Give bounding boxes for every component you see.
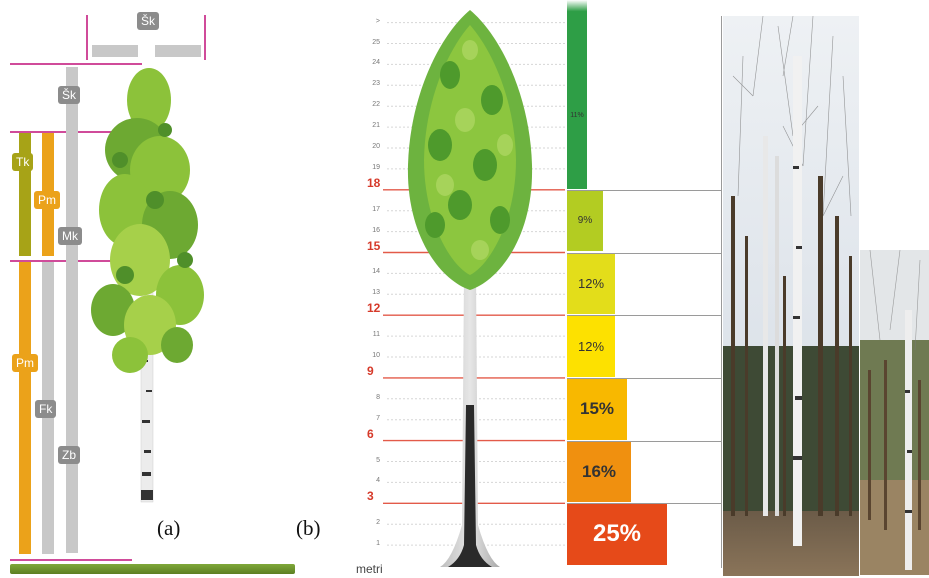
unit-label: metri <box>356 562 383 576</box>
percentage-band-outline <box>567 377 722 441</box>
percentage-label: 25% <box>592 520 642 548</box>
label-sk: Šk <box>58 86 81 104</box>
percentage-band-outline <box>567 315 722 378</box>
birch-tree-illustration <box>91 68 204 503</box>
percentage-band-outline <box>567 252 722 316</box>
bar-area-frame <box>721 16 722 568</box>
caption-b: (b) <box>296 516 321 540</box>
height-tick-label: 4 <box>376 477 380 485</box>
major-height-label: 12 <box>367 301 381 316</box>
height-tick-label: > <box>375 17 380 25</box>
major-height-label: 18 <box>367 175 381 190</box>
label-mk: Mk <box>58 227 82 245</box>
percentage-bar <box>567 377 627 440</box>
division-line-ground <box>10 559 132 561</box>
percentage-label: 15% <box>579 399 615 419</box>
percentage-band-outline <box>567 440 722 504</box>
height-tick-label: 24 <box>372 59 380 67</box>
percentage-bar <box>567 0 587 189</box>
height-tick-label: 20 <box>372 143 380 150</box>
height-tick-label: 1 <box>376 540 380 548</box>
height-tick-label: 13 <box>372 289 380 297</box>
height-tick-label: 10 <box>372 352 380 359</box>
percentage-label: 11% <box>570 112 584 119</box>
label-sk-top: Šk <box>137 12 160 30</box>
percentage-label: 12% <box>577 276 605 292</box>
percentage-bar <box>567 189 603 252</box>
ground-strip <box>10 564 295 574</box>
height-tick-label: 17 <box>372 205 380 213</box>
tree-illustration-b <box>407 10 533 567</box>
height-tick-label: 22 <box>372 101 380 109</box>
bar-sk <box>66 67 78 553</box>
major-height-label: 9 <box>367 363 374 378</box>
percentage-label: 16% <box>581 461 617 481</box>
percentage-band-outline <box>567 503 722 566</box>
percentage-label: 12% <box>577 338 605 354</box>
label-tk: Tk <box>12 153 34 171</box>
division-line-crown-bottom <box>10 260 148 262</box>
label-zb: Zb <box>58 446 81 464</box>
label-fk: Fk <box>35 400 57 418</box>
bar-pm-lower <box>19 262 31 554</box>
height-tick-label: 16 <box>372 226 380 234</box>
forest-photo-right <box>860 250 929 575</box>
percentage-bar <box>567 315 615 377</box>
percentage-label: 9% <box>577 215 593 227</box>
bar-tk <box>19 133 31 256</box>
label-pm-lower: Pm <box>12 354 38 372</box>
bracket-left-stroke <box>86 15 88 60</box>
major-height-label: 3 <box>367 489 374 504</box>
major-height-label: 6 <box>367 426 374 441</box>
major-height-label: 15 <box>367 238 381 253</box>
bracket-grey-bar-left <box>92 45 138 57</box>
percentage-bar <box>567 440 631 503</box>
height-tick-label: 5 <box>376 456 380 464</box>
forest-photo-main <box>723 16 859 576</box>
height-tick-label: 23 <box>372 80 380 88</box>
percentage-bar <box>567 252 615 315</box>
height-tick-label: 11 <box>372 331 380 339</box>
height-tick-label: 19 <box>372 163 380 171</box>
height-tick-label: 2 <box>376 519 380 527</box>
bracket-right-stroke <box>204 15 206 60</box>
percentage-band-outline <box>567 189 722 253</box>
height-tick-label: 21 <box>372 122 380 130</box>
caption-a: (a) <box>157 516 181 540</box>
bracket-grey-bar-right <box>155 45 201 57</box>
percentage-bar <box>567 503 667 565</box>
height-tick-label: 8 <box>376 393 380 401</box>
height-tick-label: 25 <box>372 38 380 46</box>
division-line-top <box>10 63 142 65</box>
height-tick-label: 14 <box>372 268 380 276</box>
height-tick-label: 7 <box>376 414 380 422</box>
division-line-crown-top <box>10 131 148 133</box>
label-pm-upper: Pm <box>34 191 60 209</box>
